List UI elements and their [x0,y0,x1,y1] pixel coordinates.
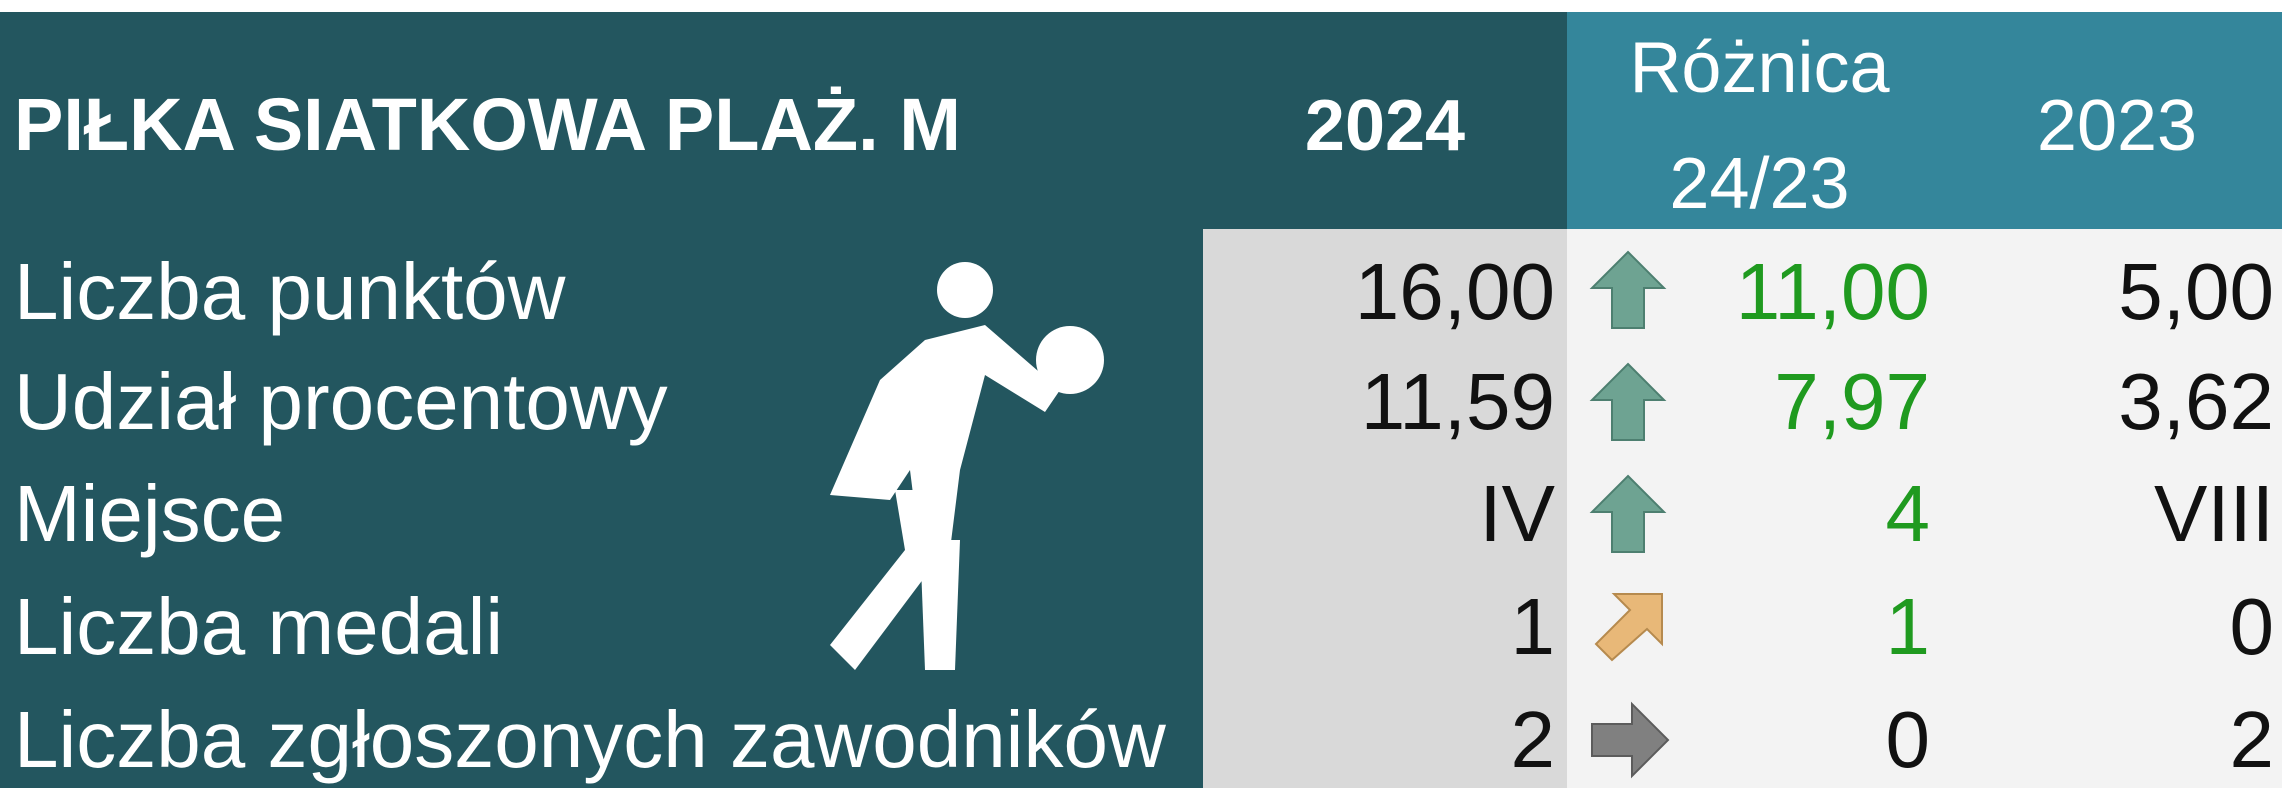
value-diff: 4 [1885,469,1931,558]
row-label: Liczba zgłoszonych zawodników [14,695,1166,784]
row-label: Liczba medali [14,582,504,671]
header-2024: 2024 [1304,86,1466,166]
value-diff: 7,97 [1774,357,1930,446]
column-2024-bg [1203,229,1567,788]
volleyball-player-icon [830,262,1104,670]
label-column-bg [0,229,1203,788]
arrow-up-right [1594,593,1663,662]
value-2023: 2 [2229,695,2275,784]
value-2024: IV [1479,469,1555,558]
value-diff: 11,00 [1735,247,1930,336]
value-2023: 3,62 [2118,357,2274,446]
arrow-right [1591,701,1670,779]
row-label: Liczba punktów [14,247,566,336]
arrow-up [1589,362,1667,441]
value-diff: 1 [1885,582,1931,671]
row-label: Udział procentowy [14,357,668,446]
value-diff: 0 [1885,695,1931,784]
value-2023: 5,00 [2118,247,2274,336]
value-2024: 16,00 [1354,247,1555,336]
arrow-up [1589,250,1667,329]
row-label: Miejsce [14,469,286,558]
header-bg [0,12,1567,229]
header-diff: 24/23 [1669,144,1850,224]
value-2024: 1 [1510,582,1556,671]
value-2024: 2 [1510,695,1556,784]
value-2023: VIII [2153,469,2274,558]
value-2024: 11,59 [1360,357,1555,446]
header-bg-light [1567,12,2282,229]
header-2023: 2023 [2036,86,2198,166]
column-rest-bg [1567,229,2282,788]
value-2023: 0 [2229,582,2275,671]
title: PIŁKA SIATKOWA PLAŻ. M [14,83,961,166]
header-diff: Różnica [1629,28,1890,108]
arrow-up [1589,474,1667,553]
